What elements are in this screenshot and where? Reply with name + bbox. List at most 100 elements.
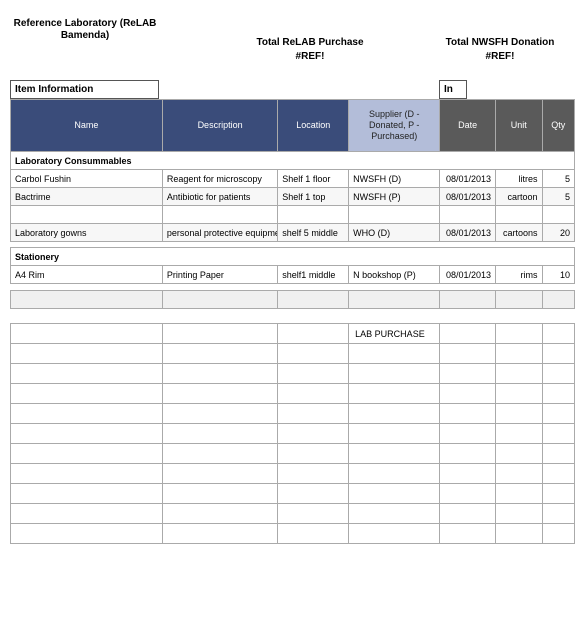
cell-loc[interactable] [278,206,349,224]
grid-cell[interactable] [440,484,496,504]
cell-qty[interactable]: 20 [542,224,574,242]
cell-qty[interactable]: 5 [542,170,574,188]
cell-date[interactable]: 08/01/2013 [440,170,496,188]
cell-sup[interactable]: N bookshop (P) [349,266,440,284]
grid-cell[interactable] [495,364,542,384]
grid-cell[interactable] [11,464,163,484]
grid-cell[interactable] [440,404,496,424]
grid-cell[interactable] [542,524,574,544]
grid-cell[interactable] [278,504,349,524]
grid-cell[interactable] [542,404,574,424]
grid-cell[interactable] [162,504,277,524]
grid-cell[interactable] [440,364,496,384]
grid-cell[interactable] [278,424,349,444]
grid-cell[interactable] [162,404,277,424]
grid-cell[interactable] [278,524,349,544]
grid-cell[interactable] [542,364,574,384]
grid-cell[interactable] [440,384,496,404]
grid-cell[interactable] [440,464,496,484]
grid-cell[interactable] [162,384,277,404]
cell-qty[interactable]: 10 [542,266,574,284]
grid-cell[interactable] [349,444,440,464]
cell-loc[interactable]: Shelf 1 top [278,188,349,206]
grid-cell[interactable] [162,484,277,504]
grid-cell[interactable] [495,484,542,504]
cell-name[interactable]: A4 Rim [11,266,163,284]
cell-date[interactable]: 08/01/2013 [440,224,496,242]
grid-cell[interactable] [162,424,277,444]
grid-cell[interactable] [349,464,440,484]
grid-cell[interactable] [495,504,542,524]
grid-cell[interactable] [495,344,542,364]
grid-cell[interactable] [349,504,440,524]
grid-cell[interactable] [162,364,277,384]
grid-cell[interactable] [278,404,349,424]
grid-cell[interactable] [11,424,163,444]
grid-cell[interactable] [349,404,440,424]
grid-cell[interactable] [542,444,574,464]
cell-sup[interactable] [349,206,440,224]
cell-unit[interactable]: rims [495,266,542,284]
cell-unit[interactable] [495,206,542,224]
grid-cell[interactable] [278,324,349,344]
grid-cell[interactable] [349,424,440,444]
grid-cell[interactable] [440,344,496,364]
cell-name[interactable] [11,206,163,224]
grid-cell[interactable] [11,484,163,504]
grid-cell[interactable] [162,524,277,544]
grid-cell[interactable] [440,524,496,544]
grid-cell[interactable] [11,324,163,344]
grid-cell[interactable] [349,344,440,364]
grid-cell[interactable] [11,404,163,424]
grid-cell[interactable] [542,504,574,524]
grid-cell[interactable] [349,484,440,504]
grid-cell[interactable] [11,504,163,524]
cell-name[interactable]: Carbol Fushin [11,170,163,188]
grid-cell[interactable] [278,344,349,364]
cell-qty[interactable] [542,206,574,224]
cell-desc[interactable] [162,206,277,224]
grid-cell[interactable] [11,444,163,464]
grid-cell[interactable] [495,384,542,404]
grid-cell[interactable] [162,444,277,464]
grid-cell[interactable] [495,324,542,344]
cell-name[interactable]: Bactrime [11,188,163,206]
grid-cell[interactable] [349,524,440,544]
cell-desc[interactable]: personal protective equipment [162,224,277,242]
grid-cell[interactable] [278,484,349,504]
cell-unit[interactable]: cartoons [495,224,542,242]
grid-cell[interactable] [495,464,542,484]
grid-cell[interactable] [542,464,574,484]
grid-cell[interactable] [542,384,574,404]
cell-loc[interactable]: Shelf 1 floor [278,170,349,188]
cell-date[interactable]: 08/01/2013 [440,188,496,206]
cell-loc[interactable]: shelf 5 middle [278,224,349,242]
grid-cell[interactable] [495,444,542,464]
grid-cell[interactable] [349,364,440,384]
grid-cell[interactable] [278,384,349,404]
grid-cell[interactable] [11,384,163,404]
cell-unit[interactable]: cartoon [495,188,542,206]
grid-cell[interactable] [11,344,163,364]
grid-cell[interactable] [440,504,496,524]
cell-qty[interactable]: 5 [542,188,574,206]
grid-cell[interactable] [542,344,574,364]
grid-cell[interactable] [349,384,440,404]
grid-cell[interactable] [162,324,277,344]
cell-sup[interactable]: WHO (D) [349,224,440,242]
grid-cell[interactable] [278,444,349,464]
grid-cell[interactable] [278,364,349,384]
cell-desc[interactable]: Reagent for microscopy [162,170,277,188]
grid-cell[interactable] [440,324,496,344]
grid-cell[interactable] [495,404,542,424]
grid-cell[interactable] [495,524,542,544]
grid-cell[interactable] [440,444,496,464]
grid-cell[interactable]: LAB PURCHASE [349,324,440,344]
grid-cell[interactable] [11,364,163,384]
grid-cell[interactable] [278,464,349,484]
grid-cell[interactable] [542,324,574,344]
cell-sup[interactable]: NWSFH (D) [349,170,440,188]
cell-unit[interactable]: litres [495,170,542,188]
cell-name[interactable]: Laboratory gowns [11,224,163,242]
grid-cell[interactable] [542,424,574,444]
